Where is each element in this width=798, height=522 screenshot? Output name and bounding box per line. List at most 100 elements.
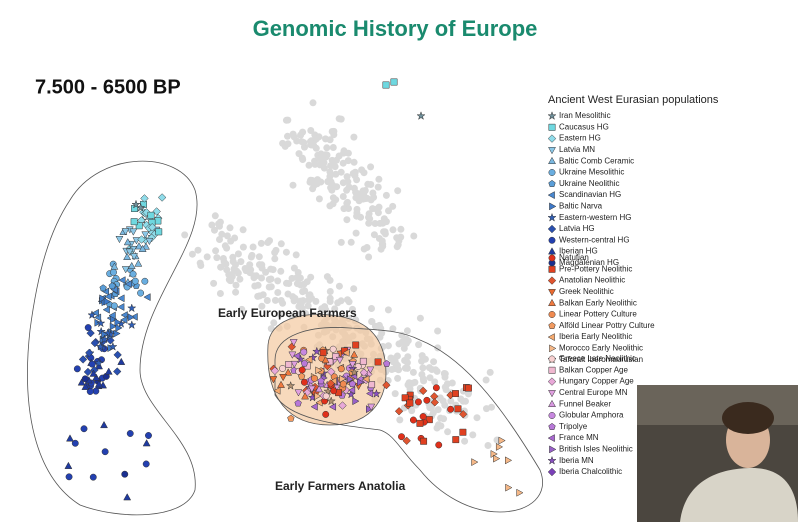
annotation: Early European Farmers — [218, 306, 357, 320]
sample-point — [138, 244, 147, 252]
legend-marker — [548, 265, 556, 273]
sample-point — [416, 419, 424, 427]
background-point — [358, 166, 366, 174]
sample-point — [315, 385, 324, 393]
sample-point — [125, 248, 134, 256]
sample-point — [95, 380, 103, 388]
background-point — [385, 207, 392, 215]
sample-point — [64, 461, 73, 469]
background-point — [483, 405, 490, 413]
sample-point — [285, 380, 296, 390]
background-point — [426, 374, 434, 382]
legend-label: Western-central HG — [559, 235, 630, 244]
background-point — [277, 297, 285, 304]
background-point — [239, 226, 247, 234]
sample-point — [452, 390, 459, 398]
legend-marker — [547, 276, 557, 285]
sample-point — [102, 305, 110, 314]
sample-point — [130, 218, 138, 226]
background-point — [388, 366, 396, 373]
background-point — [188, 250, 196, 258]
sample-point — [310, 375, 318, 382]
sample-point — [297, 372, 306, 380]
sample-point — [131, 199, 141, 209]
sample-point — [390, 78, 398, 86]
sample-point — [347, 386, 356, 395]
legend-marker — [548, 254, 556, 262]
background-point — [329, 144, 337, 151]
sample-point — [289, 339, 298, 347]
background-point — [274, 277, 282, 285]
sample-point — [368, 381, 376, 389]
sample-point — [108, 311, 116, 320]
sample-point — [134, 259, 143, 267]
background-point — [251, 282, 259, 290]
sample-point — [96, 318, 106, 328]
sample-point — [352, 397, 360, 406]
legend-label: Latvia MN — [559, 145, 595, 154]
background-point — [344, 296, 351, 304]
background-point — [484, 442, 492, 449]
sample-point — [147, 211, 155, 219]
sample-point — [141, 277, 149, 285]
background-point — [246, 261, 254, 269]
sample-point — [292, 351, 301, 360]
background-point — [267, 275, 275, 283]
sample-point — [81, 382, 90, 390]
background-point — [391, 390, 399, 398]
background-point — [210, 279, 218, 287]
background-point — [343, 199, 351, 207]
background-point — [406, 385, 414, 393]
legend-label: Globular Amphora — [559, 411, 624, 420]
background-point — [308, 294, 315, 302]
sample-point — [140, 194, 149, 203]
sample-point — [92, 387, 100, 395]
period: 7.500 - 6500 BP — [35, 76, 181, 98]
legend-marker — [548, 355, 556, 363]
legend-label: Natufian — [559, 253, 589, 262]
sample-point — [346, 375, 355, 384]
background-point — [257, 239, 265, 247]
background-point — [343, 173, 351, 181]
sample-point — [287, 342, 297, 351]
background-point — [403, 327, 411, 335]
background-point — [408, 407, 416, 415]
sample-point — [102, 328, 113, 338]
sample-point — [319, 349, 327, 357]
background-point — [289, 181, 297, 189]
sample-point — [383, 359, 391, 367]
background-point — [337, 168, 345, 176]
background-point — [410, 232, 418, 240]
background-point — [307, 127, 315, 134]
legend-label: Pre-Pottery Neolithic — [559, 264, 632, 273]
background-point — [469, 431, 477, 439]
background-point — [437, 414, 445, 422]
background-point — [382, 218, 390, 226]
sample-point — [99, 294, 107, 303]
background-point — [237, 258, 245, 266]
sample-point — [294, 399, 302, 407]
background-point — [288, 274, 296, 282]
background-point — [274, 289, 282, 296]
background-point — [434, 406, 442, 414]
sample-point — [269, 376, 278, 384]
background-point — [297, 300, 305, 308]
sample-point — [330, 387, 338, 395]
legend-marker — [547, 212, 557, 222]
background-point — [368, 305, 375, 312]
sample-point — [300, 378, 308, 386]
sample-point — [137, 289, 145, 297]
sample-point — [77, 378, 86, 386]
sample-point — [452, 436, 460, 444]
legend-marker — [548, 399, 556, 408]
sample-point — [78, 355, 88, 364]
background-point — [435, 421, 442, 429]
background-point — [401, 364, 409, 372]
legend-marker — [548, 179, 556, 187]
sample-point — [459, 410, 468, 419]
sample-point — [329, 345, 337, 353]
background-point — [370, 193, 378, 201]
sample-point — [94, 358, 104, 368]
sample-point — [365, 389, 374, 398]
